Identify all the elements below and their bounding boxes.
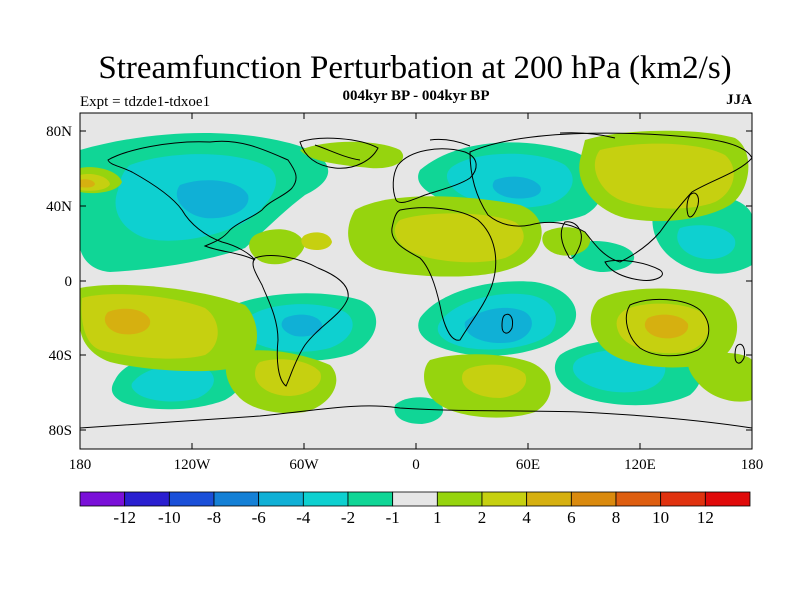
- region-s-atl-pos2: [462, 364, 527, 398]
- colorbar-box: [615, 491, 662, 507]
- colorbar-box: [79, 491, 126, 507]
- colorbar-box: [704, 491, 751, 507]
- lat-axis: 80N 40N 0 40S 80S: [46, 124, 752, 439]
- colorbar-label: -6: [252, 508, 266, 527]
- colorbar-box: [124, 491, 170, 507]
- coast-north-america: [107, 140, 297, 261]
- colorbar-label: 12: [697, 508, 714, 527]
- colorbar-box: [526, 491, 572, 507]
- region-satl-neg4: [281, 314, 323, 337]
- region-natlantic-pos4: [80, 179, 95, 188]
- colorbar-label: -1: [386, 508, 400, 527]
- region-antarctic-neg: [394, 397, 444, 424]
- plot-title: Streamfunction Perturbation at 200 hPa (…: [98, 50, 732, 86]
- colorbar-label: -8: [207, 508, 221, 527]
- region-eurasia-neg4: [492, 176, 541, 199]
- region-sindian-neg4: [464, 307, 532, 344]
- region-atl-pos2: [301, 232, 332, 250]
- coast-new-zealand: [734, 343, 745, 364]
- lon-label-0: 0: [412, 457, 420, 473]
- colorbar-box: [302, 491, 349, 507]
- colorbar: -12 -10 -8 -6 -4 -2 -1 1 2 4 6 8 10 12: [79, 491, 751, 527]
- lat-label-40s: 40S: [49, 348, 72, 364]
- lon-label-180e: 180: [741, 457, 764, 473]
- coast-africa: [391, 207, 497, 341]
- colorbar-box: [347, 491, 394, 507]
- region-s-pac-pos4: [104, 308, 151, 335]
- colorbar-box: [213, 491, 260, 507]
- coast-india: [560, 221, 582, 259]
- experiment-label: Expt = tdzde1-tdxoe1: [80, 94, 211, 110]
- season-label: JJA: [726, 92, 752, 108]
- colorbar-label: -4: [296, 508, 311, 527]
- colorbar-box: [481, 491, 528, 507]
- region-aus-pos4: [644, 314, 689, 339]
- contours-pos-2: [80, 143, 734, 398]
- coastlines: [80, 132, 752, 429]
- region-npac-neg2: [677, 225, 736, 260]
- coast-greenland: [299, 137, 379, 169]
- colorbar-box: [436, 491, 483, 507]
- lat-label-0: 0: [65, 274, 73, 290]
- colorbar-box: [168, 491, 215, 507]
- lon-label-60w: 60W: [289, 457, 319, 473]
- lon-label-120w: 120W: [174, 457, 212, 473]
- colorbar-box: [570, 491, 617, 507]
- colorbar-box: [392, 491, 438, 507]
- colorbar-label: 4: [522, 508, 531, 527]
- lat-label-80n: 80N: [46, 124, 72, 140]
- region-n-africa-pos2: [394, 213, 524, 263]
- lat-label-80s: 80S: [49, 423, 72, 439]
- coast-europe: [392, 148, 477, 203]
- region-indonesia-neg: [570, 240, 635, 272]
- coast-south-america: [252, 255, 349, 387]
- region-s-pacific-neg2: [131, 364, 214, 402]
- coast-antarctica: [80, 405, 752, 429]
- colorbar-label: 2: [478, 508, 487, 527]
- colorbar-label: 8: [612, 508, 621, 527]
- lon-label-120e: 120E: [624, 457, 656, 473]
- colorbar-label: 6: [567, 508, 576, 527]
- contours-neg-4: [176, 176, 541, 344]
- colorbar-box: [258, 491, 304, 507]
- region-spac-east-pos1: [688, 352, 752, 402]
- region-npac-neg-west: [80, 195, 105, 232]
- colorbar-label: 10: [652, 508, 669, 527]
- lat-label-40n: 40N: [46, 199, 72, 215]
- region-asia-pos2: [594, 143, 734, 209]
- colorbar-label: 1: [433, 508, 442, 527]
- coast-japan: [686, 192, 699, 218]
- coast-indonesia: [604, 259, 663, 281]
- coast-asia: [469, 132, 752, 263]
- contour-field: [80, 113, 752, 449]
- lon-label-180w: 180: [69, 457, 92, 473]
- coast-madagascar: [501, 313, 513, 334]
- region-samerica-s-pos2: [255, 359, 321, 396]
- colorbar-box: [660, 491, 706, 507]
- contours-pos-4: [80, 179, 689, 339]
- coast-australia: [625, 298, 710, 357]
- colorbar-label: -10: [158, 508, 181, 527]
- coast-arctic-islands: [314, 132, 616, 161]
- colorbar-label: -2: [341, 508, 355, 527]
- lon-label-60e: 60E: [516, 457, 540, 473]
- colorbar-label: -12: [113, 508, 136, 527]
- region-samerica-pos1: [249, 229, 305, 265]
- plot-subtitle: 004kyr BP - 004kyr BP: [342, 88, 490, 104]
- region-natl-neg4: [176, 180, 249, 219]
- lon-axis: 180 120W 60W 0 60E 120E 180: [69, 113, 764, 473]
